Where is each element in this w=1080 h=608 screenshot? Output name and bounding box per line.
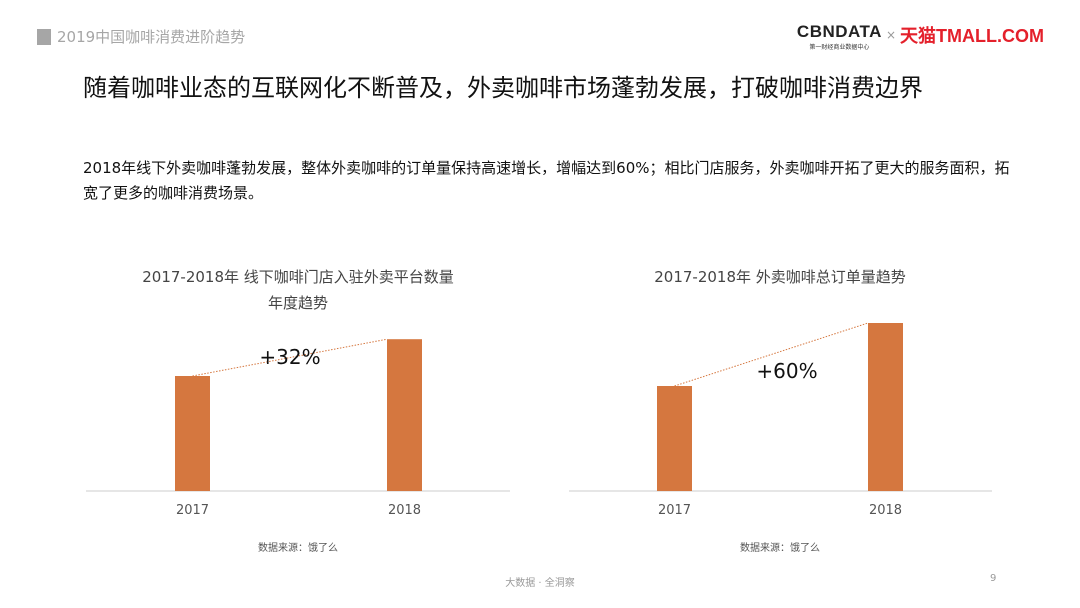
footer-text: 大数据 · 全洞察 [505,578,575,589]
growth-annotation: +32% [259,345,320,369]
logo-separator: × [885,28,897,42]
trend-line [674,322,869,387]
page-title: 随着咖啡业态的互联网化不断普及，外卖咖啡市场蓬勃发展，打破咖啡消费边界 [83,74,923,102]
bar-2018 [387,339,422,491]
chart-title-line2: 年度趋势 [268,294,328,312]
description: 2018年线下外卖咖啡蓬勃发展，整体外卖咖啡的订单量保持高速增长，增幅达到60%… [83,159,1010,202]
section-header: 2019中国咖啡消费进阶趋势 [37,26,245,47]
x-tick-label: 2018 [869,503,902,518]
bar-2017 [657,386,692,491]
x-tick-label: 2017 [176,503,209,518]
section-marker-icon [37,28,51,45]
bar-2017 [175,376,210,491]
chart-title: 2017-2018年 线下咖啡门店入驻外卖平台数量 [142,268,454,286]
bar-2018 [868,323,903,491]
cbndata-logo-sub: 第一财经商业数据中心 [809,44,870,51]
chart-title: 2017-2018年 外卖咖啡总订单量趋势 [654,268,906,286]
page-number: 9 [990,573,997,584]
tmall-logo: 天猫TMALL.COM [900,26,1044,46]
section-title: 2019中国咖啡消费进阶趋势 [57,28,246,46]
x-tick-label: 2018 [388,503,421,518]
growth-annotation: +60% [756,359,817,383]
x-tick-label: 2017 [658,503,691,518]
cbndata-logo-text: CBNDATA [796,22,882,41]
brand-logos: CBNDATA 第一财经商业数据中心 × 天猫TMALL.COM [797,22,1044,51]
data-source: 数据来源：饿了么 [740,541,820,554]
cbndata-logo: CBNDATA 第一财经商业数据中心 [797,22,882,51]
data-source: 数据来源：饿了么 [258,541,338,554]
